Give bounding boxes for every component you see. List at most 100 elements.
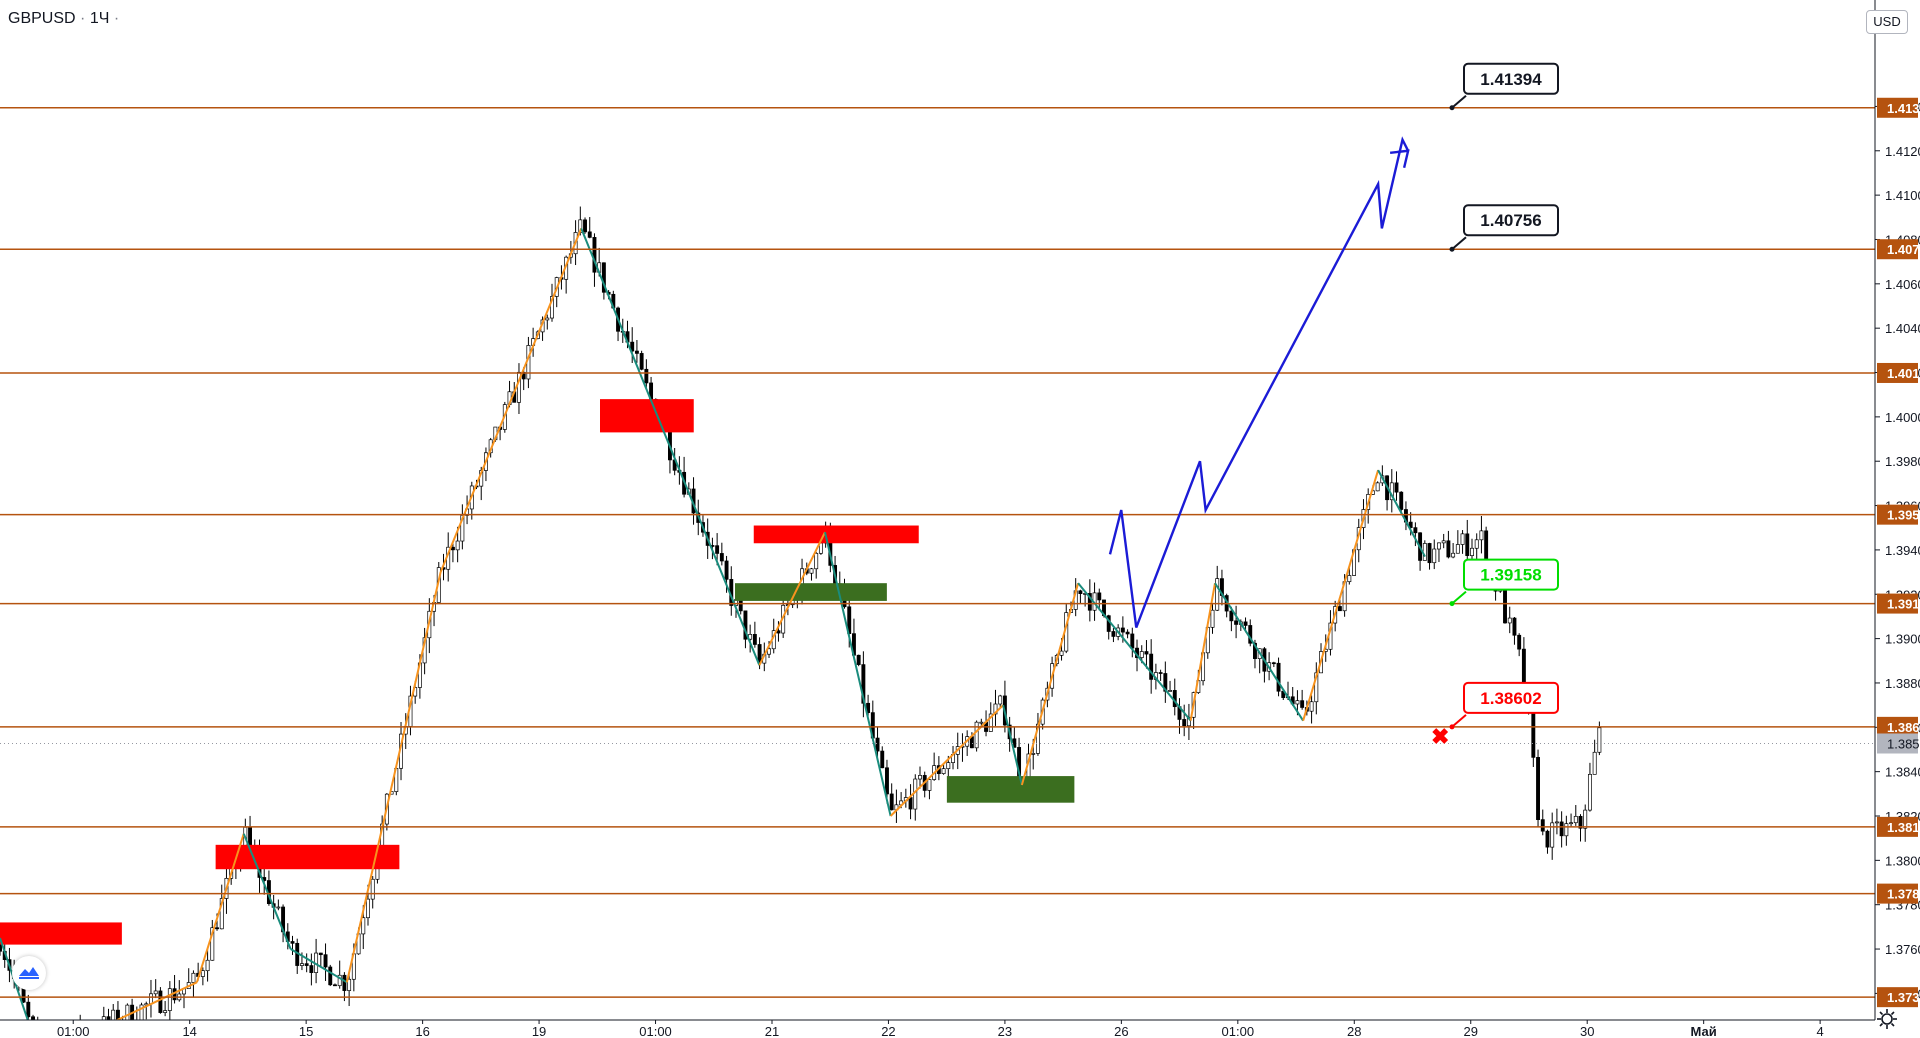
candle-body <box>1253 642 1257 659</box>
candle-body <box>550 296 554 319</box>
symbol-name[interactable]: GBPUSD <box>8 10 76 27</box>
y-tick-label: 1.38400 <box>1885 765 1920 780</box>
candle-body <box>1545 830 1550 848</box>
candle-body <box>309 965 314 973</box>
candle-body <box>1503 589 1507 624</box>
interval-label[interactable]: 1Ч <box>89 10 110 27</box>
candle-body <box>215 927 219 930</box>
level-badge <box>1877 987 1918 1008</box>
demand-zone <box>735 583 887 601</box>
candle-body <box>323 954 328 968</box>
candle-body <box>1243 621 1248 626</box>
level-badge-label: 1.38151 <box>1887 820 1920 835</box>
candle-body <box>1432 548 1437 564</box>
candle-body <box>1031 753 1036 755</box>
candle-body <box>1474 539 1479 549</box>
level-badge-label: 1.40756 <box>1887 242 1920 257</box>
zigzag-segment <box>645 389 761 666</box>
level-badge <box>1877 239 1918 260</box>
candle-body <box>450 546 455 551</box>
candle-body <box>1460 533 1465 545</box>
candle-body <box>1512 617 1517 636</box>
level-badge-label: 1.39158 <box>1887 597 1920 612</box>
zigzag-segment <box>102 981 198 1028</box>
x-tick-label: 19 <box>532 1024 546 1038</box>
callout-anchor <box>1449 724 1455 730</box>
forecast-arrowhead <box>1389 149 1410 169</box>
zigzag-segment <box>1302 469 1380 721</box>
zigzag-segment <box>1020 582 1080 786</box>
callout-pointer <box>1451 714 1467 728</box>
candle-body <box>738 599 743 612</box>
x-tick-label: 16 <box>415 1024 429 1038</box>
y-tick-label: 1.40000 <box>1885 410 1920 425</box>
candle-body <box>1437 542 1441 550</box>
zigzag-segment <box>345 571 442 983</box>
candle-body <box>724 560 729 580</box>
candle-body <box>1521 648 1526 687</box>
candle-body <box>941 768 946 774</box>
gear-icon[interactable] <box>1876 1008 1898 1030</box>
forecast-path <box>1108 136 1410 628</box>
tradingview-logo-icon[interactable] <box>12 956 46 990</box>
candle-body <box>158 990 163 1013</box>
candle-body <box>1168 690 1172 692</box>
supply-zone <box>0 922 122 945</box>
candle-body <box>1441 540 1446 544</box>
candle-body <box>1347 575 1352 583</box>
zigzag-segment <box>889 704 1004 817</box>
candle-body <box>366 898 370 919</box>
candle-body <box>630 341 635 352</box>
candle-body <box>299 963 304 966</box>
candle-body <box>1517 634 1522 650</box>
candle-body <box>1408 521 1413 528</box>
callout-label: 1.40756 <box>1480 211 1541 230</box>
current-price-badge <box>1877 733 1918 754</box>
candle-body <box>1271 662 1276 665</box>
zigzag-segment <box>1002 704 1023 786</box>
callout-box <box>1463 204 1559 237</box>
candle-body <box>347 978 352 991</box>
y-tick-label: 1.41200 <box>1885 144 1920 159</box>
callout-label: 1.39158 <box>1480 566 1541 585</box>
title-dot: · <box>113 10 120 27</box>
level-badge <box>1877 593 1918 614</box>
candle-body <box>885 767 889 795</box>
currency-badge[interactable]: USD <box>1866 10 1908 34</box>
candle-body <box>1597 727 1602 753</box>
candle-body <box>1229 610 1234 622</box>
candle-body <box>767 648 771 655</box>
current-price-label: 1.38527 <box>1887 736 1920 751</box>
y-tick-label: 1.39000 <box>1885 632 1920 647</box>
candle-body <box>715 545 720 554</box>
x-tick-label: 23 <box>998 1024 1012 1038</box>
y-tick-label: 1.37600 <box>1885 942 1920 957</box>
candle-body <box>163 1010 168 1013</box>
x-tick-label: 01:00 <box>639 1024 672 1038</box>
callout-box <box>1463 558 1559 591</box>
y-tick-label: 1.41000 <box>1885 188 1920 203</box>
candle-body <box>861 664 866 704</box>
supply-zone <box>215 844 400 870</box>
candle-body <box>342 974 347 991</box>
candle-body <box>1455 544 1460 554</box>
candle-body <box>149 993 153 1005</box>
level-badge-label: 1.38602 <box>1887 720 1920 735</box>
candle-body <box>144 1003 149 1006</box>
candle-body <box>988 713 993 732</box>
symbol-title[interactable]: GBPUSD · 1Ч · <box>8 10 119 28</box>
candle-body <box>328 966 333 986</box>
candle-body <box>1144 651 1149 655</box>
demand-zone <box>946 776 1075 803</box>
candle-body <box>1573 815 1578 824</box>
candle-body <box>1059 650 1064 656</box>
candle-body <box>219 898 224 930</box>
callout-pointer <box>1451 590 1467 605</box>
candle-body <box>318 952 323 956</box>
x-tick-label: 01:00 <box>1222 1024 1255 1038</box>
x-tick-label: 01:00 <box>57 1024 90 1038</box>
candle-body <box>979 721 984 724</box>
zigzag-segment <box>1077 582 1192 722</box>
candle-body <box>26 1001 31 1018</box>
